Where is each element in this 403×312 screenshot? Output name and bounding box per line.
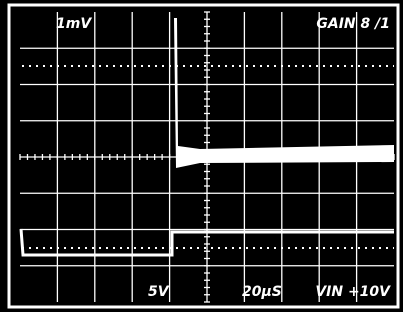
gain-label: GAIN 8 /1	[316, 16, 390, 32]
sensitivity-label: 1mV	[56, 16, 92, 32]
page: 1mV GAIN 8 /1 5V 20μS VIN +10V (() => { …	[0, 0, 403, 312]
oscilloscope-screen: 1mV GAIN 8 /1 5V 20μS VIN +10V	[0, 0, 403, 312]
volts-label: 5V	[148, 284, 170, 300]
vin-label: VIN +10V	[315, 284, 391, 300]
time-label: 20μS	[242, 284, 282, 300]
